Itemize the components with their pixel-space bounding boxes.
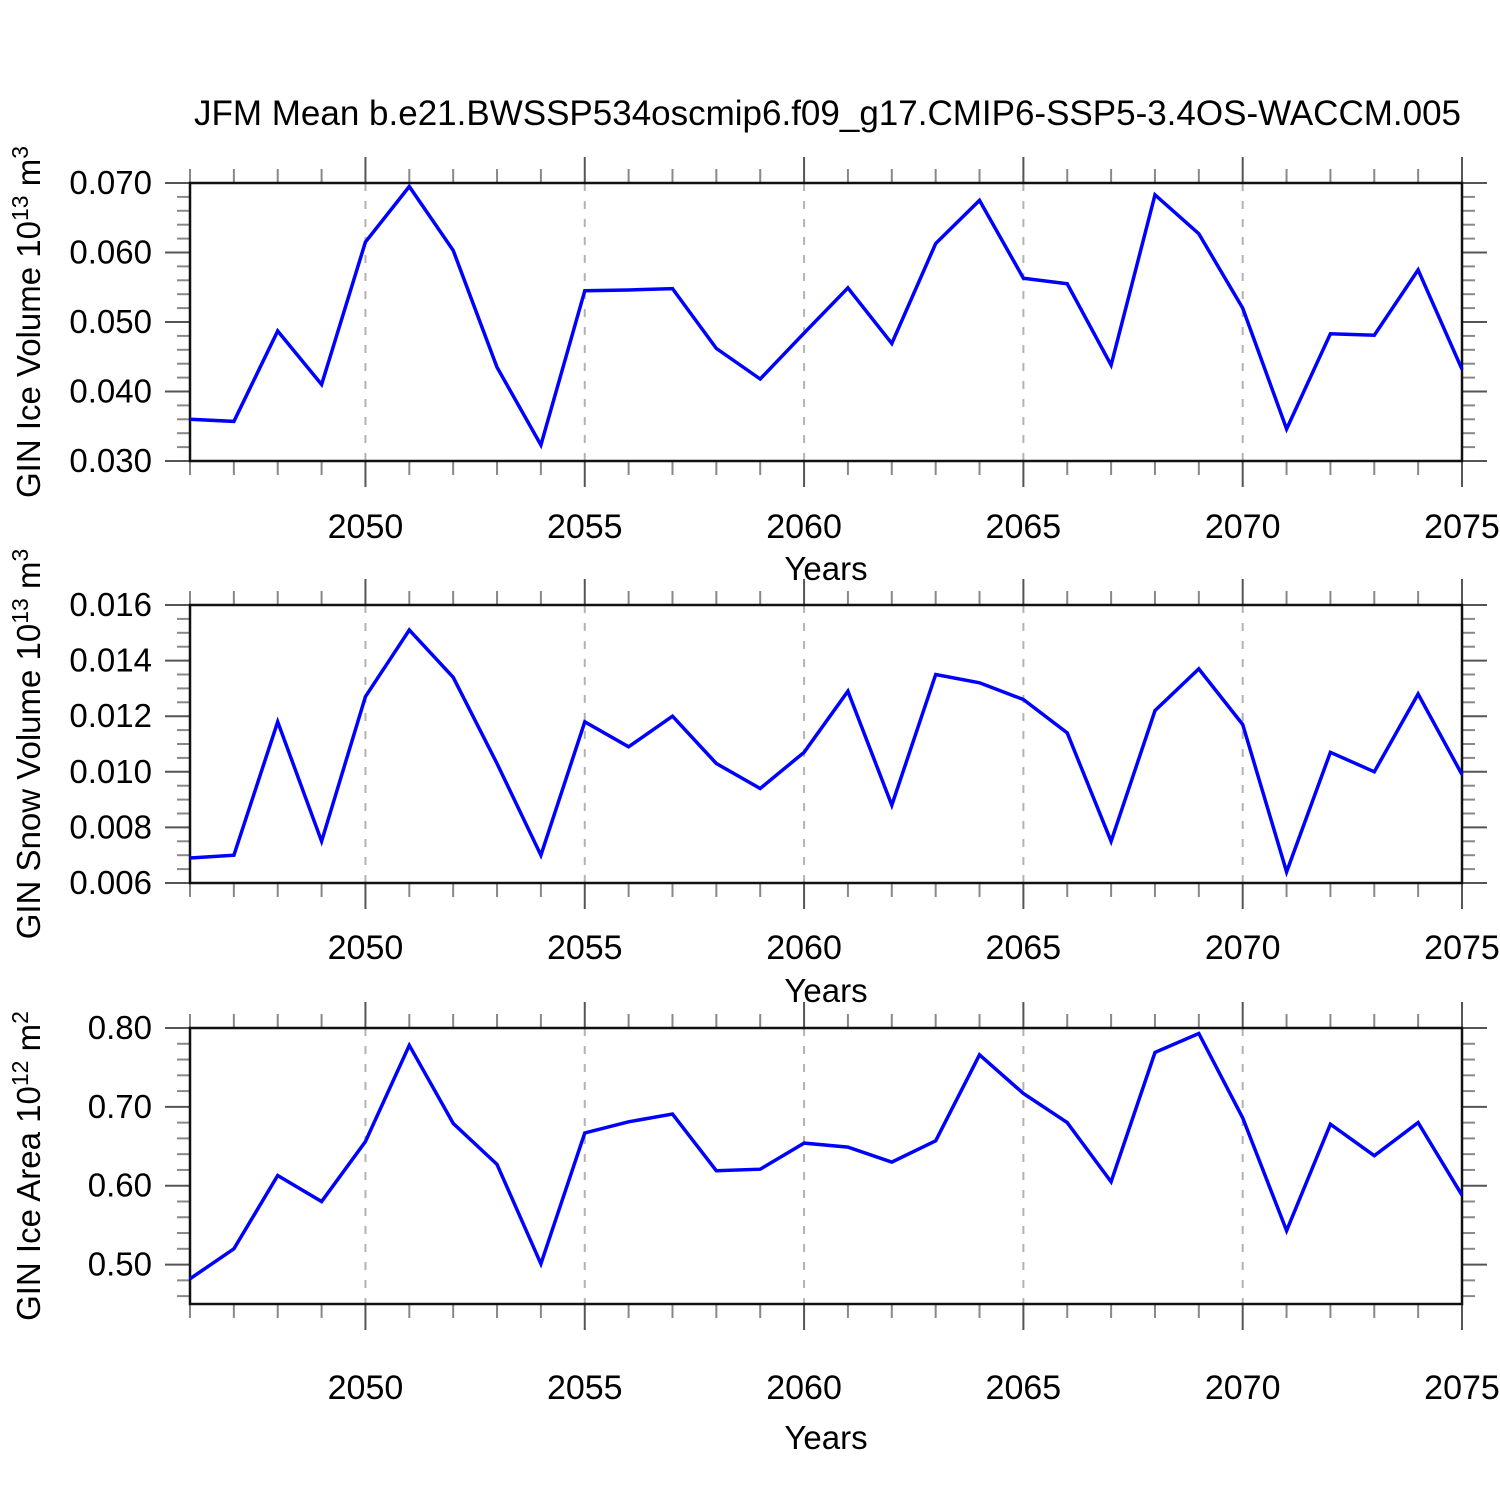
y-tick-label: 0.012: [69, 697, 152, 734]
plot-frame: [188, 181, 1464, 463]
x-tick-label: 2065: [986, 929, 1062, 967]
x-axis-label: Years: [784, 1419, 867, 1456]
y-axis-label: GIN Ice Area 1012 m2: [7, 1011, 47, 1321]
y-tick-label: 0.50: [88, 1246, 152, 1283]
x-tick-label: 2070: [1205, 1369, 1281, 1407]
gin-snow-volume-line: [189, 627, 1464, 878]
x-tick-label: 2060: [766, 1369, 842, 1407]
x-axis-label: Years: [784, 972, 867, 1009]
y-tick-label: 0.030: [69, 442, 152, 479]
y-tick-label: 0.060: [69, 234, 152, 271]
y-axis-label: GIN Snow Volume 1013 m3: [7, 549, 47, 940]
x-tick-label: 2060: [766, 929, 842, 967]
panel-gin-ice-volume: 0.030 0.040 0.050 0.060 0.070 2050 2055 2060 206…: [7, 146, 1500, 587]
y-tick-label: 0.70: [88, 1088, 152, 1125]
panel-gin-ice-area: 0.50 0.60 0.70 0.80 2050 2055 2060 2065 2070 2075…: [7, 1002, 1500, 1456]
y-tick-label: 0.60: [88, 1167, 152, 1204]
y-tick-label: 0.010: [69, 753, 152, 790]
y-tick-label: 0.80: [88, 1009, 152, 1046]
y-tick-label: 0.006: [69, 864, 152, 901]
x-tick-label: 2050: [328, 929, 404, 967]
x-tick-label: 2055: [547, 1369, 623, 1407]
gin-ice-volume-line: [189, 183, 1464, 450]
x-tick-label: 2075: [1424, 1369, 1500, 1407]
chart-title: JFM Mean b.e21.BWSSP534oscmip6.f09_g17.C…: [194, 94, 1462, 133]
y-tick-label: 0.050: [69, 303, 152, 340]
x-tick-label: 2055: [547, 508, 623, 546]
panel-gin-snow-volume: 0.006 0.008 0.010 0.012 0.014 0.016 2050 2055 20…: [7, 549, 1500, 1009]
x-tick-label: 2065: [986, 508, 1062, 546]
x-tick-label: 2060: [766, 508, 842, 546]
x-tick-label: 2070: [1205, 929, 1281, 967]
x-tick-label: 2075: [1424, 929, 1500, 967]
y-tick-label: 0.008: [69, 808, 152, 845]
y-tick-label: 0.014: [69, 642, 152, 679]
y-tick-label: 0.040: [69, 373, 152, 410]
x-tick-label: 2065: [986, 1369, 1062, 1407]
x-tick-label: 2075: [1424, 508, 1500, 546]
x-tick-label: 2055: [547, 929, 623, 967]
gin-ice-area-line: [189, 1031, 1464, 1281]
y-tick-label: 0.016: [69, 586, 152, 623]
x-axis-label: Years: [784, 550, 867, 587]
x-tick-label: 2050: [328, 1369, 404, 1407]
x-tick-label: 2070: [1205, 508, 1281, 546]
y-axis-label: GIN Ice Volume 1013 m3: [7, 146, 47, 498]
x-tick-label: 2050: [328, 508, 404, 546]
plot-frame: [188, 1026, 1464, 1306]
plot-frame: [188, 603, 1464, 885]
y-tick-label: 0.070: [69, 164, 152, 201]
